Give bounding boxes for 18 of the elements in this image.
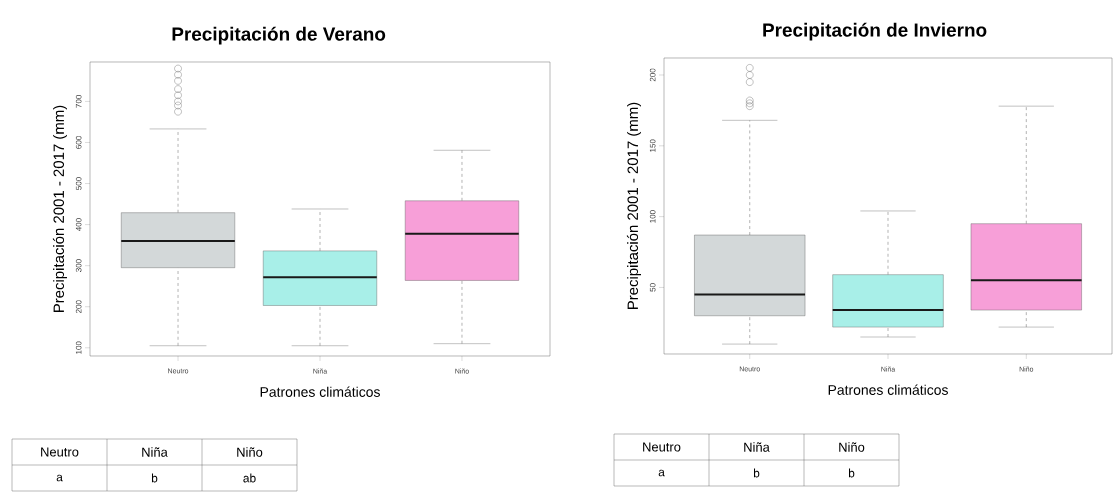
- category-label: Niño: [839, 442, 865, 452]
- text: ab: [243, 473, 256, 483]
- text: b: [848, 468, 855, 478]
- category-label: Niña: [142, 447, 168, 457]
- chart-title: Precipitación de Verano: [172, 26, 386, 45]
- category-label: Niño: [237, 447, 263, 457]
- text: b: [151, 473, 158, 483]
- text: a: [56, 474, 63, 482]
- x-axis-title: Patrones climáticos: [828, 384, 948, 395]
- category-label: Neutro: [41, 447, 79, 457]
- chart-title: Precipitación de Invierno: [763, 22, 987, 41]
- x-axis-title: Patrones climáticos: [260, 386, 380, 397]
- text: b: [753, 468, 760, 478]
- y-axis-title: Precipitación 2001 - 2017 (mm): [52, 105, 67, 313]
- category-label: Neutro: [643, 442, 681, 452]
- category-label: Niña: [744, 442, 770, 452]
- text: a: [658, 469, 665, 477]
- y-axis-title: Precipitación 2001 - 2017 (mm): [626, 102, 641, 310]
